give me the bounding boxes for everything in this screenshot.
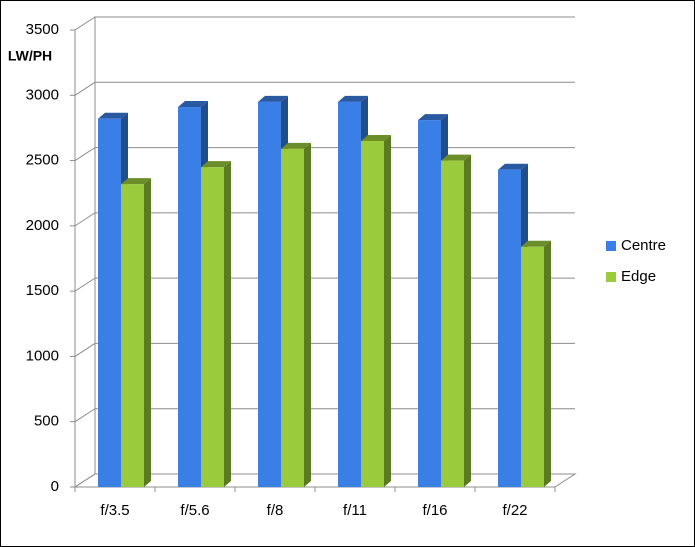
y-tick-label: 3500 [26,21,59,38]
grid-line [74,473,575,488]
y-tick-label: 2000 [26,217,59,234]
x-tick-label: f/16 [422,502,447,519]
x-tick-label: f/8 [267,502,284,519]
y-axis-label: LW/PH [8,48,52,64]
legend-label: Centre [621,237,666,254]
y-tick-label: 3000 [26,86,59,103]
bar [441,160,464,488]
bar-top [178,101,208,108]
bar-top [361,134,391,141]
x-tick-label: f/22 [502,502,527,519]
bar-top [98,112,128,119]
grid-line [74,277,575,292]
bar-side [304,142,311,487]
bar [418,120,441,487]
legend-swatch [606,241,616,251]
bar-top [258,95,288,102]
bar-top [281,142,311,149]
legend-label: Edge [621,268,656,285]
bar [281,148,304,487]
bar-side [224,161,231,487]
bar-top [498,163,528,170]
y-tick-label: 500 [34,413,59,430]
bar-top [338,95,368,102]
y-tick-label: 1000 [26,347,59,364]
bar [178,107,201,487]
x-tick-label: f/11 [343,502,367,519]
legend-swatch [606,272,616,282]
bar-side [464,154,471,488]
bar-top [521,240,551,247]
x-tick-label: f/3.5 [100,502,129,519]
grid-line [74,408,575,423]
bar-side [384,134,391,487]
y-tick-label: 1500 [26,282,59,299]
x-tick-label: f/5.6 [180,502,209,519]
bar [98,118,121,487]
bar-side [144,178,151,487]
bar-top [418,114,448,121]
y-tick-label: 0 [51,478,59,495]
bar-top [201,161,231,168]
bar-top [121,178,151,185]
grid-line [74,212,575,227]
bar [258,101,281,488]
grid-line [74,147,575,161]
bar [498,169,521,487]
grid-line [74,16,575,31]
bar-top [441,154,471,161]
y-tick-label: 2500 [26,152,59,169]
grid-line [74,81,575,96]
bar-side [544,240,551,487]
bar [201,167,224,487]
bar [338,101,361,488]
bar [361,140,384,487]
grid-line [74,342,575,357]
bar [521,246,544,487]
bar [121,184,144,487]
